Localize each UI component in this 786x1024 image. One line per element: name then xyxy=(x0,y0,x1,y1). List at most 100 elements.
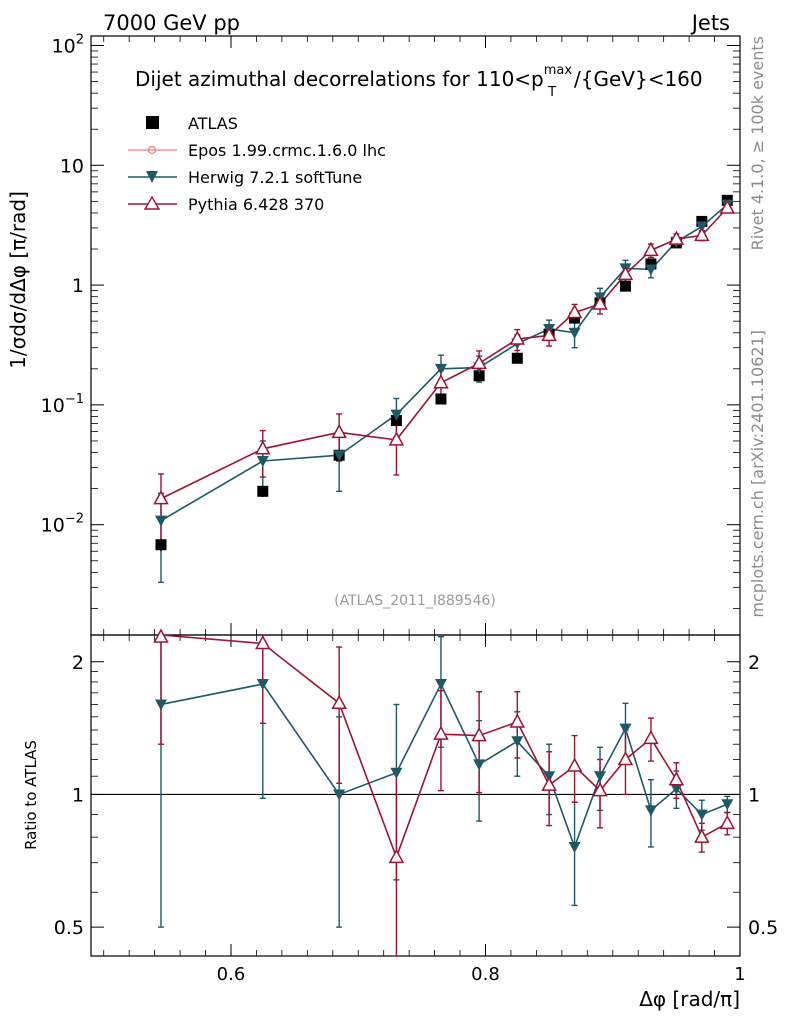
herwig-ratio-point xyxy=(721,799,734,811)
header-energy-label: 7000 GeV pp xyxy=(103,11,240,35)
pythia-point xyxy=(471,354,487,370)
ratio-y-axis-label: Ratio to ATLAS xyxy=(22,740,40,850)
pythia-point xyxy=(643,241,659,257)
pythia-point xyxy=(153,490,169,505)
herwig-ratio-point xyxy=(594,771,607,783)
legend-label-atlas: ATLAS xyxy=(188,114,238,133)
herwig-ratio-point xyxy=(568,841,581,853)
pythia-ratio-line xyxy=(160,634,728,860)
legend-marker-epos xyxy=(147,145,157,155)
herwig-ratio-point xyxy=(473,759,486,771)
y-tick-label: 10−2 xyxy=(41,512,84,537)
atlas-point xyxy=(619,280,631,292)
y-tick-label: 10 xyxy=(60,155,84,177)
herwig-point xyxy=(568,327,581,339)
atlas-point xyxy=(435,393,447,405)
herwig-ratio-point xyxy=(154,699,167,711)
legend-label-epos: Epos 1.99.crmc.1.6.0 lhc xyxy=(188,141,386,160)
pythia-ratio-point xyxy=(255,634,271,650)
ratio-tick-label-right: 0.5 xyxy=(748,917,778,939)
ratio-tick-label: 2 xyxy=(72,652,84,674)
pythia-point xyxy=(592,295,608,310)
pythia-ratio-point xyxy=(388,848,405,864)
pythia-ratio-point xyxy=(153,628,169,643)
herwig-point xyxy=(256,456,269,468)
atlas-point xyxy=(511,352,523,364)
atlas-point xyxy=(696,215,708,227)
rivet-version-label: Rivet 4.1.0, ≥ 100k events xyxy=(748,36,767,250)
herwig-line xyxy=(160,203,728,522)
pythia-ratio-point xyxy=(694,828,710,843)
x-tick-label: 0.6 xyxy=(217,964,246,985)
header-jets-label: Jets xyxy=(690,11,730,35)
pythia-point xyxy=(331,423,347,439)
atlas-point xyxy=(257,485,269,497)
pythia-ratio-point xyxy=(668,771,685,786)
x-tick-label: 1 xyxy=(734,964,745,985)
herwig-ratio-point xyxy=(434,679,447,691)
herwig-point xyxy=(333,450,346,462)
chart-title: Dijet azimuthal decorrelations for 110<p… xyxy=(135,63,703,100)
pythia-line xyxy=(160,207,728,500)
legend: ATLAS Epos 1.99.crmc.1.6.0 lhc Herwig 7.… xyxy=(128,114,386,214)
ratio-panel-frame xyxy=(90,634,741,957)
pythia-ratio-point xyxy=(719,814,736,830)
pythia-ratio-point xyxy=(643,729,659,745)
atlas-point xyxy=(155,539,167,551)
herwig-ratio-point xyxy=(256,679,269,691)
pythia-point xyxy=(433,374,449,389)
herwig-ratio-point xyxy=(695,809,708,821)
herwig-ratio-line xyxy=(160,682,728,850)
pythia-ratio-point xyxy=(471,727,487,742)
herwig-ratio-point xyxy=(511,736,524,748)
axis-ticks: 0.6 0.8 1 10−2 10−1 1 10 102 0.5 0.5 1 1 2 2 xyxy=(41,32,779,985)
pythia-point xyxy=(566,303,583,319)
pythia-point xyxy=(617,265,634,281)
legend-marker-atlas xyxy=(146,116,159,129)
herwig-point xyxy=(434,363,447,375)
herwig-ratio-point xyxy=(619,723,632,735)
pythia-point xyxy=(668,230,685,245)
herwig-ratio-point xyxy=(670,783,683,795)
pythia-point xyxy=(388,431,405,446)
ratio-tick-label-right: 2 xyxy=(748,652,760,674)
x-axis-label: Δφ [rad/π] xyxy=(639,987,740,1011)
herwig-ratio-point xyxy=(390,767,403,779)
pythia-point xyxy=(255,440,271,455)
pythia-ratio-point xyxy=(592,782,608,797)
pythia-ratio-point xyxy=(433,725,449,740)
herwig-point xyxy=(644,264,657,276)
y-axis-label: 1/σdσ/dΔφ [π/rad] xyxy=(6,191,30,369)
y-tick-label: 1 xyxy=(72,275,84,297)
pythia-point xyxy=(719,199,736,214)
ratio-tick-label-right: 1 xyxy=(748,784,760,806)
pythia-ratio-point xyxy=(566,757,583,772)
legend-marker-pythia xyxy=(143,195,161,210)
pythia-point xyxy=(509,330,526,345)
y-tick-label: 10−1 xyxy=(41,392,84,417)
atlas-point xyxy=(473,370,485,382)
y-tick-label: 102 xyxy=(52,32,84,57)
herwig-ratio-point xyxy=(644,805,657,817)
pythia-ratio-point xyxy=(541,776,557,791)
herwig-point xyxy=(390,409,403,421)
pythia-point xyxy=(541,326,557,342)
ratio-tick-label: 1 xyxy=(72,784,84,806)
pythia-ratio-point xyxy=(617,750,634,766)
herwig-point xyxy=(154,515,167,527)
atlas-point xyxy=(645,258,657,270)
legend-marker-herwig xyxy=(146,171,158,183)
herwig-ratio-point xyxy=(333,789,346,801)
pythia-ratio-point xyxy=(331,694,347,710)
mcplots-reference-label: mcplots.cern.ch [arXiv:2401.10621] xyxy=(748,330,767,618)
ratio-plot-data xyxy=(91,628,740,957)
x-tick-label: 0.8 xyxy=(471,964,500,985)
main-plot-data xyxy=(153,194,736,584)
pythia-point xyxy=(694,226,710,242)
ratio-tick-label: 0.5 xyxy=(54,917,84,939)
analysis-id-label: (ATLAS_2011_I889546) xyxy=(334,593,496,609)
pythia-ratio-point xyxy=(509,713,526,728)
legend-label-pythia: Pythia 6.428 370 xyxy=(188,195,324,214)
legend-label-herwig: Herwig 7.2.1 softTune xyxy=(188,168,362,187)
